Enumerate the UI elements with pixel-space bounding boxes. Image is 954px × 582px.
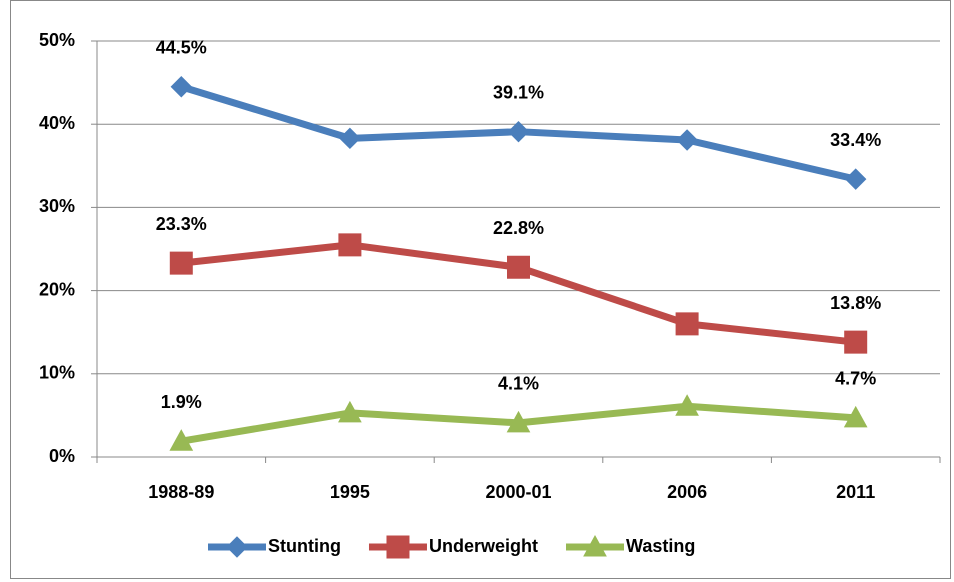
data-label: 4.1% <box>498 374 539 394</box>
marker <box>844 330 868 354</box>
marker <box>169 251 193 275</box>
marker <box>675 312 699 336</box>
data-label: 39.1% <box>493 82 544 102</box>
x-tick-label: 2006 <box>667 482 707 502</box>
x-tick-label: 2000-01 <box>485 482 551 502</box>
data-label: 23.3% <box>156 214 207 234</box>
x-tick-label: 2011 <box>836 482 875 502</box>
marker <box>170 76 193 98</box>
marker <box>226 536 248 558</box>
data-label: 22.8% <box>493 218 544 238</box>
data-label: 4.7% <box>835 369 876 389</box>
legend-label: Stunting <box>268 536 341 556</box>
x-tick-label: 1995 <box>330 482 370 502</box>
marker <box>338 400 362 423</box>
legend-label: Underweight <box>429 536 538 556</box>
marker <box>169 429 194 451</box>
y-tick-label: 40% <box>39 113 75 133</box>
marker <box>339 127 361 150</box>
y-tick-label: 20% <box>39 279 75 299</box>
marker <box>386 535 410 559</box>
y-tick-label: 0% <box>49 446 75 466</box>
data-label: 1.9% <box>161 392 202 412</box>
marker <box>507 120 530 143</box>
y-tick-label: 30% <box>39 196 75 216</box>
marker <box>843 405 868 428</box>
data-label: 33.4% <box>830 130 881 150</box>
legend-label: Wasting <box>626 536 695 556</box>
marker <box>676 129 698 151</box>
chart-border <box>10 0 951 579</box>
marker <box>507 255 530 279</box>
marker <box>506 410 531 433</box>
data-label: 13.8% <box>830 293 881 313</box>
y-tick-label: 50% <box>39 30 75 50</box>
x-tick-label: 1988-89 <box>148 482 214 502</box>
marker <box>583 534 607 557</box>
data-label: 44.5% <box>156 38 207 58</box>
marker <box>675 394 699 416</box>
marker <box>338 233 362 257</box>
y-tick-label: 10% <box>39 363 75 383</box>
marker <box>844 168 867 190</box>
